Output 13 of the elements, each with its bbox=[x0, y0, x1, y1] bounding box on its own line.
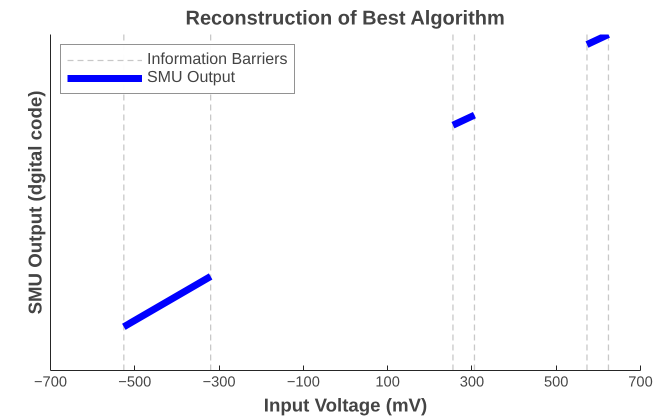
x-tick-label: −100 bbox=[286, 374, 320, 390]
legend-label: SMU Output bbox=[147, 69, 236, 87]
y-axis-title: SMU Output (dgital code) bbox=[24, 90, 46, 314]
x-tick-label: 500 bbox=[544, 374, 568, 390]
x-tick-label: 300 bbox=[460, 374, 484, 390]
x-tick-label: −700 bbox=[34, 374, 68, 390]
ref-line-label: Information Barriers bbox=[147, 51, 288, 69]
chart-title: Reconstruction of Best Algorithm bbox=[185, 8, 505, 30]
x-tick-label: −500 bbox=[118, 374, 152, 390]
x-tick-label: 100 bbox=[375, 374, 400, 390]
x-tick-label: −300 bbox=[202, 374, 236, 390]
x-tick-label: 700 bbox=[628, 374, 653, 390]
x-axis-title: Input Voltage (mV) bbox=[264, 394, 428, 416]
